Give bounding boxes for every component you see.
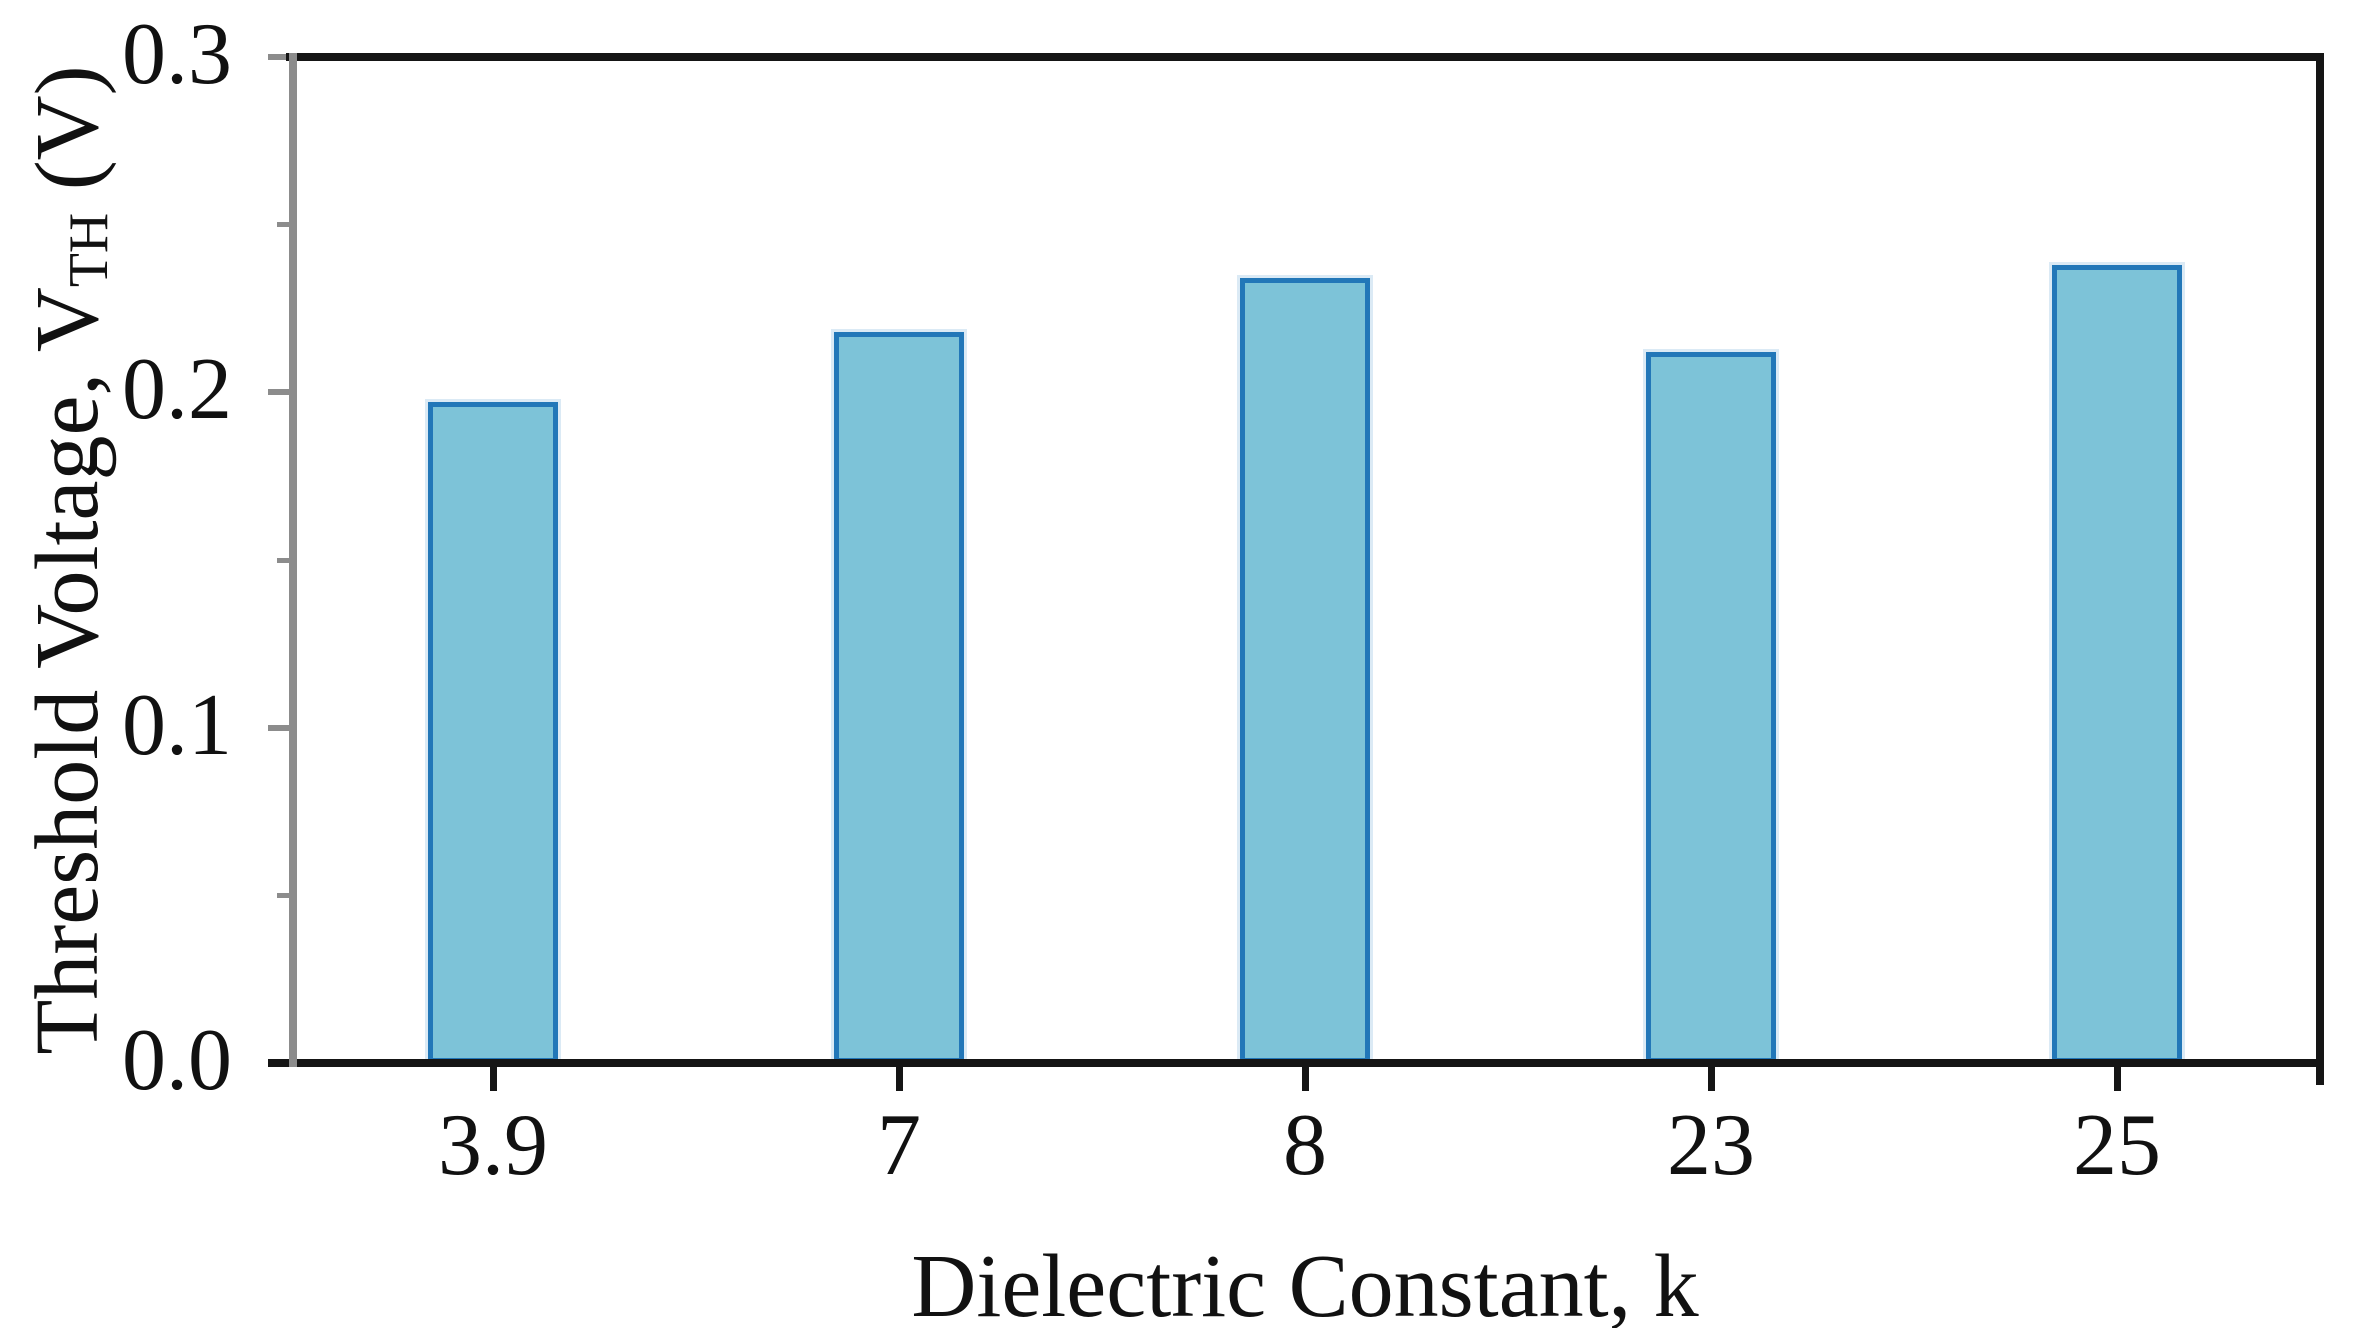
- x-tick-label-7: 7: [877, 1097, 921, 1194]
- y-axis-title: Threshold Voltage, VTH (V): [18, 65, 120, 1054]
- bar-k-23: [1646, 352, 1776, 1063]
- y-major-tick-0.3: [268, 54, 290, 60]
- right-spine-stub: [2316, 1063, 2324, 1085]
- left-spine: [289, 53, 297, 1067]
- x-tick-8: [1301, 1067, 1309, 1091]
- bar-k-7: [834, 331, 964, 1063]
- bottom-spine: [268, 1059, 2324, 1067]
- x-tick-25: [2113, 1067, 2121, 1091]
- y-minor-tick-0.25: [277, 222, 290, 228]
- y-axis-title-subscript: TH: [58, 212, 121, 288]
- y-tick-label-0.0: 0.0: [122, 1012, 232, 1110]
- x-tick-label-8: 8: [1283, 1097, 1327, 1194]
- y-minor-tick-0.15: [277, 557, 290, 563]
- x-tick-label-25: 25: [2073, 1097, 2161, 1194]
- y-tick-label-0.1: 0.1: [122, 676, 232, 774]
- right-spine: [2316, 53, 2324, 1067]
- x-tick-7: [895, 1067, 903, 1091]
- y-minor-tick-0.05: [277, 892, 290, 898]
- x-tick-3.9: [489, 1067, 497, 1091]
- bar-k-25: [2052, 264, 2182, 1063]
- x-tick-label-23: 23: [1667, 1097, 1755, 1194]
- x-axis-title: Dielectric Constant, k: [911, 1237, 1699, 1328]
- bar-k-8: [1240, 278, 1370, 1063]
- y-major-tick-0.1: [268, 724, 290, 731]
- top-spine: [286, 53, 2324, 61]
- x-tick-23: [1707, 1067, 1715, 1091]
- y-tick-label-0.3: 0.3: [122, 6, 232, 104]
- x-tick-label-3.9: 3.9: [438, 1097, 548, 1194]
- bar-k-3.9: [428, 402, 558, 1063]
- y-major-tick-0.2: [268, 389, 290, 396]
- y-tick-label-0.2: 0.2: [122, 341, 232, 439]
